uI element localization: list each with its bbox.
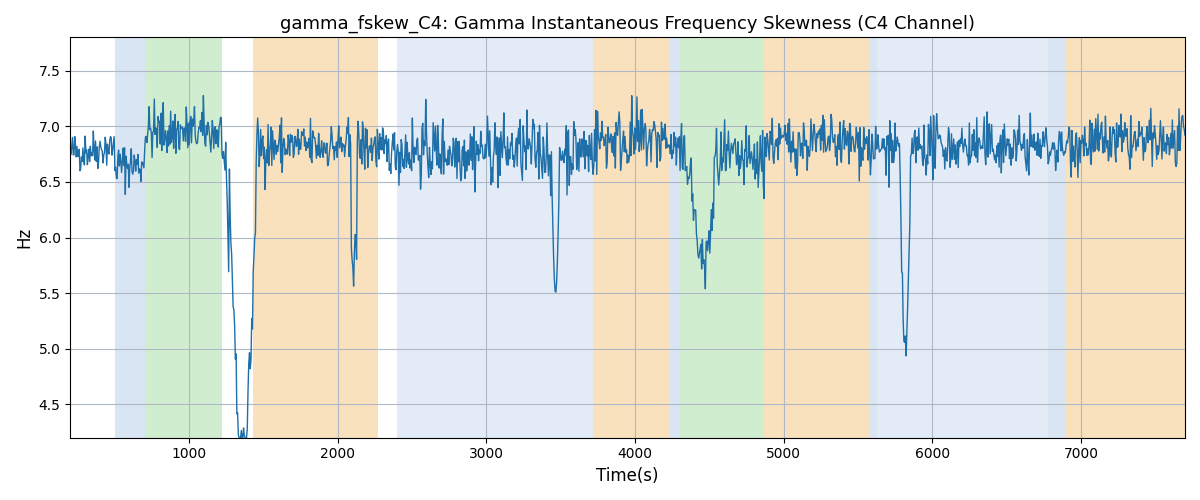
Title: gamma_fskew_C4: Gamma Instantaneous Frequency Skewness (C4 Channel): gamma_fskew_C4: Gamma Instantaneous Freq… bbox=[280, 15, 976, 34]
Bar bbox=[253, 38, 378, 438]
Bar bbox=[1066, 38, 1186, 438]
Bar bbox=[870, 38, 877, 438]
Bar bbox=[1049, 38, 1066, 438]
Bar bbox=[764, 38, 870, 438]
Bar bbox=[397, 38, 594, 438]
Bar bbox=[670, 38, 679, 438]
Y-axis label: Hz: Hz bbox=[16, 227, 34, 248]
Bar bbox=[594, 38, 670, 438]
Bar bbox=[144, 38, 222, 438]
Bar bbox=[115, 38, 144, 438]
X-axis label: Time(s): Time(s) bbox=[596, 467, 659, 485]
Bar bbox=[679, 38, 764, 438]
Bar bbox=[877, 38, 1049, 438]
